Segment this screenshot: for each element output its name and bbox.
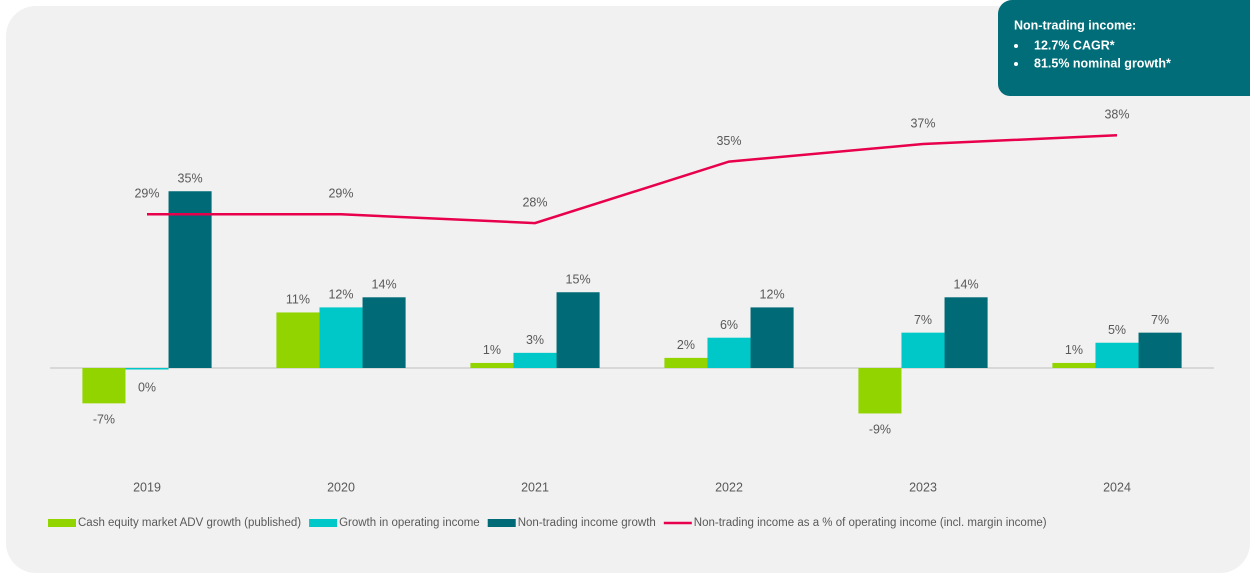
- data-label: 0%: [138, 380, 156, 394]
- bar: [319, 307, 363, 368]
- x-tick-label: 2024: [1103, 480, 1131, 494]
- bar: [901, 332, 945, 368]
- bar: [470, 362, 514, 368]
- bar: [1052, 362, 1096, 368]
- data-label: 14%: [372, 278, 397, 292]
- bar: [1095, 342, 1139, 368]
- x-tick-label: 2022: [715, 480, 743, 494]
- data-label: 14%: [954, 278, 979, 292]
- line-label: 35%: [716, 134, 741, 148]
- data-label: 11%: [286, 293, 310, 307]
- data-label: 7%: [914, 313, 932, 327]
- data-label: 1%: [1065, 343, 1083, 357]
- bullet: [1014, 62, 1018, 66]
- line-label: 28%: [522, 195, 547, 209]
- bar: [125, 368, 169, 370]
- bar: [276, 312, 320, 368]
- line-label: 38%: [1104, 108, 1129, 122]
- bar: [556, 292, 600, 368]
- bar: [858, 368, 902, 414]
- bar: [513, 352, 557, 368]
- legend-label: Non-trading income as a % of operating i…: [694, 517, 1047, 529]
- x-tick-label: 2023: [909, 480, 937, 494]
- annotation-title: Non-trading income:: [1014, 18, 1136, 32]
- data-label: 3%: [526, 333, 544, 347]
- legend-swatch: [487, 519, 516, 527]
- x-tick-label: 2019: [133, 480, 161, 494]
- legend-swatch: [309, 519, 338, 527]
- legend-label: Non-trading income growth: [518, 517, 656, 529]
- bar: [944, 297, 988, 368]
- legend-swatch: [48, 519, 76, 527]
- annotation-bg: [998, 0, 1250, 96]
- bar: [82, 368, 126, 404]
- data-label: 2%: [677, 338, 695, 352]
- data-label: 15%: [566, 273, 591, 287]
- x-tick-label: 2020: [327, 480, 355, 494]
- data-label: -9%: [869, 423, 891, 437]
- line-label: 29%: [328, 187, 353, 201]
- data-label: 7%: [1151, 313, 1169, 327]
- data-label: 12%: [328, 288, 353, 302]
- legend-label: Cash equity market ADV growth (published…: [78, 517, 301, 529]
- bar: [1138, 332, 1182, 368]
- data-label: 35%: [178, 172, 203, 186]
- legend-label: Growth in operating income: [339, 517, 480, 529]
- bar: [362, 297, 406, 368]
- bar: [707, 337, 751, 368]
- x-tick-label: 2021: [521, 480, 549, 494]
- data-label: 1%: [483, 343, 501, 357]
- annotation-item: 81.5% nominal growth*: [1034, 56, 1171, 70]
- panel: [6, 6, 1250, 573]
- data-label: 12%: [760, 288, 785, 302]
- data-label: -7%: [93, 413, 115, 427]
- bullet: [1014, 44, 1018, 48]
- annotation-box: Non-trading income: 12.7% CAGR* 81.5% no…: [998, 0, 1250, 96]
- data-label: 6%: [720, 318, 738, 332]
- bar: [750, 307, 794, 368]
- line-label: 37%: [910, 116, 935, 130]
- line-label: 29%: [134, 187, 159, 201]
- bar: [168, 191, 212, 368]
- data-label: 5%: [1108, 323, 1126, 337]
- annotation-item: 12.7% CAGR*: [1034, 38, 1115, 52]
- bar: [664, 357, 708, 368]
- line: [147, 134, 1118, 225]
